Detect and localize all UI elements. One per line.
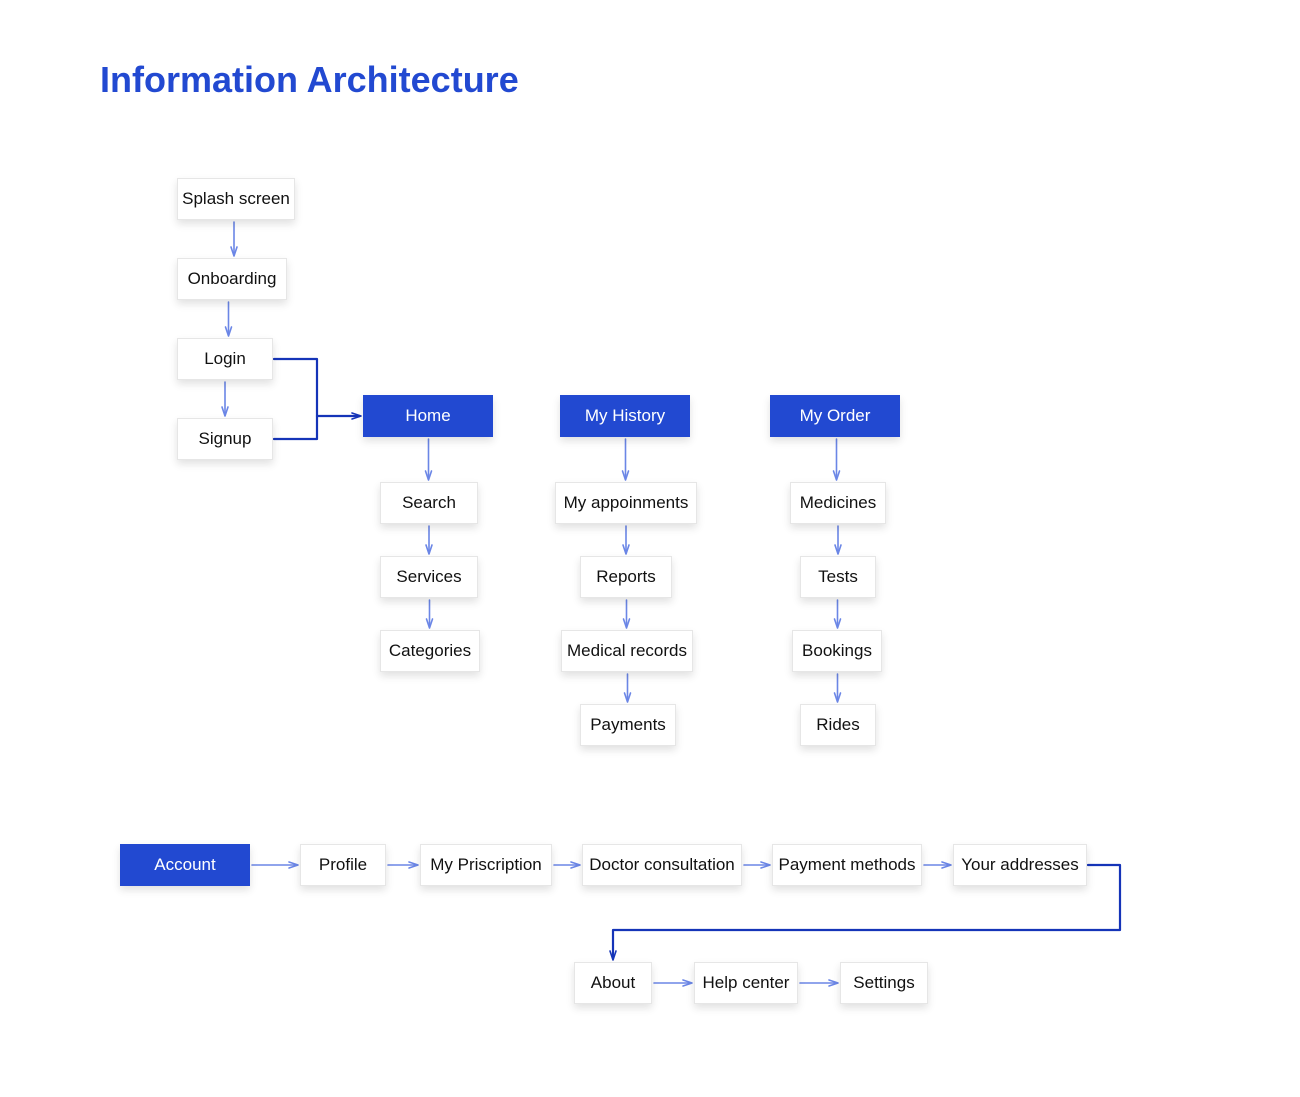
node-paymethods: Payment methods: [772, 844, 922, 886]
node-label: My History: [585, 406, 665, 426]
node-label: Payment methods: [778, 855, 915, 875]
node-rides: Rides: [800, 704, 876, 746]
node-label: My Priscription: [430, 855, 541, 875]
node-label: Onboarding: [188, 269, 277, 289]
node-medicines: Medicines: [790, 482, 886, 524]
node-label: Splash screen: [182, 189, 290, 209]
node-label: Medicines: [800, 493, 877, 513]
page-title: Information Architecture: [100, 60, 519, 100]
node-label: Doctor consultation: [589, 855, 735, 875]
node-payments: Payments: [580, 704, 676, 746]
node-splash: Splash screen: [177, 178, 295, 220]
node-label: Your addresses: [961, 855, 1079, 875]
node-about: About: [574, 962, 652, 1004]
node-label: Payments: [590, 715, 666, 735]
node-helpcenter: Help center: [694, 962, 798, 1004]
node-history: My History: [560, 395, 690, 437]
node-bookings: Bookings: [792, 630, 882, 672]
node-label: Home: [405, 406, 450, 426]
node-label: Search: [402, 493, 456, 513]
node-onboarding: Onboarding: [177, 258, 287, 300]
diagram-stage: Information Architecture Splash screen On…: [0, 0, 1300, 1097]
node-label: Settings: [853, 973, 914, 993]
connectors-layer: [0, 0, 1300, 1097]
node-label: Account: [154, 855, 215, 875]
node-label: Login: [204, 349, 246, 369]
node-label: Rides: [816, 715, 859, 735]
node-label: Bookings: [802, 641, 872, 661]
node-settings: Settings: [840, 962, 928, 1004]
node-account: Account: [120, 844, 250, 886]
node-search: Search: [380, 482, 478, 524]
node-doctor: Doctor consultation: [582, 844, 742, 886]
node-label: About: [591, 973, 635, 993]
node-label: Help center: [703, 973, 790, 993]
node-label: Reports: [596, 567, 656, 587]
node-home: Home: [363, 395, 493, 437]
node-login: Login: [177, 338, 273, 380]
node-profile: Profile: [300, 844, 386, 886]
node-label: Medical records: [567, 641, 687, 661]
node-label: My appoinments: [564, 493, 689, 513]
node-tests: Tests: [800, 556, 876, 598]
node-appoint: My appoinments: [555, 482, 697, 524]
node-categories: Categories: [380, 630, 480, 672]
node-youraddr: Your addresses: [953, 844, 1087, 886]
node-label: Profile: [319, 855, 367, 875]
node-label: Services: [396, 567, 461, 587]
node-order: My Order: [770, 395, 900, 437]
node-label: Tests: [818, 567, 858, 587]
node-prisc: My Priscription: [420, 844, 552, 886]
node-services: Services: [380, 556, 478, 598]
node-label: Categories: [389, 641, 471, 661]
node-records: Medical records: [561, 630, 693, 672]
node-reports: Reports: [580, 556, 672, 598]
node-label: My Order: [800, 406, 871, 426]
node-label: Signup: [199, 429, 252, 449]
node-signup: Signup: [177, 418, 273, 460]
